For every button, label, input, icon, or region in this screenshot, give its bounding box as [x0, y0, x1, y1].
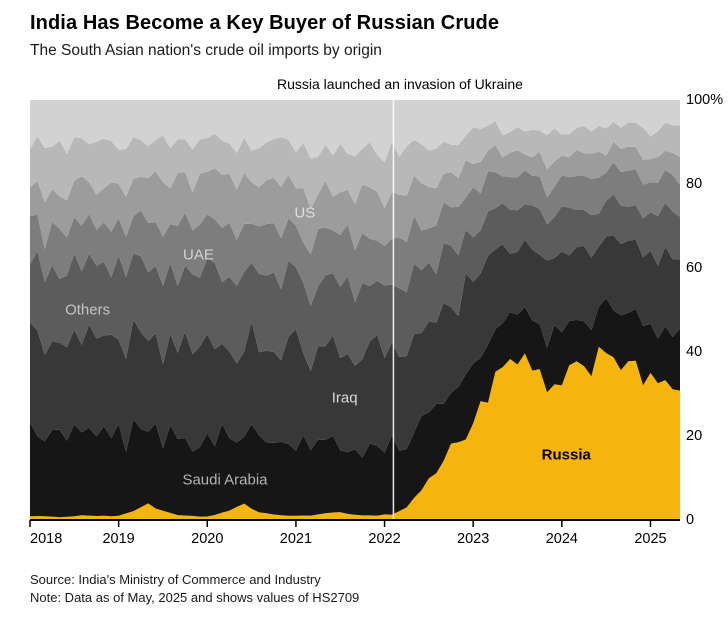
x-tick-label-2022: 2022	[368, 531, 401, 547]
source-note: Source: India's Ministry of Commerce and…	[30, 572, 321, 587]
area-us	[30, 141, 680, 255]
area-unlabeled-band-1	[30, 121, 680, 209]
area-saudi-arabia	[30, 298, 680, 518]
area-iraq	[30, 235, 680, 458]
y-tick-label-40: 40	[686, 344, 703, 360]
y-tick-label-20: 20	[686, 428, 703, 444]
stacked-area-chart	[29, 100, 680, 527]
x-tick-label-2018: 2018	[30, 531, 63, 547]
x-tick-label-2023: 2023	[457, 531, 490, 547]
area-unlabeled-band-2	[30, 100, 680, 163]
x-tick-label-2025: 2025	[634, 531, 667, 547]
chart-subtitle: The South Asian nation's crude oil impor…	[30, 42, 382, 59]
y-tick-label-80: 80	[686, 176, 703, 192]
event-annotation: Russia launched an invasion of Ukraine	[277, 76, 523, 92]
area-uae	[30, 162, 680, 306]
x-tick-label-2024: 2024	[545, 531, 578, 547]
area-others	[30, 194, 680, 372]
x-tick-label-2020: 2020	[191, 531, 224, 547]
area-russia	[30, 346, 680, 520]
x-tick-label-2021: 2021	[279, 531, 313, 547]
chart-title: India Has Become a Key Buyer of Russian …	[30, 12, 500, 34]
x-tick-label-2019: 2019	[102, 531, 135, 547]
y-tick-label-0: 0	[686, 512, 695, 528]
y-tick-label-60: 60	[686, 260, 703, 276]
plot-area: Russia Saudi Arabia Iraq Others UAE US	[29, 100, 680, 530]
y-tick-label-100: 100%	[686, 92, 724, 108]
data-note: Note: Data as of May, 2025 and shows val…	[30, 590, 360, 605]
